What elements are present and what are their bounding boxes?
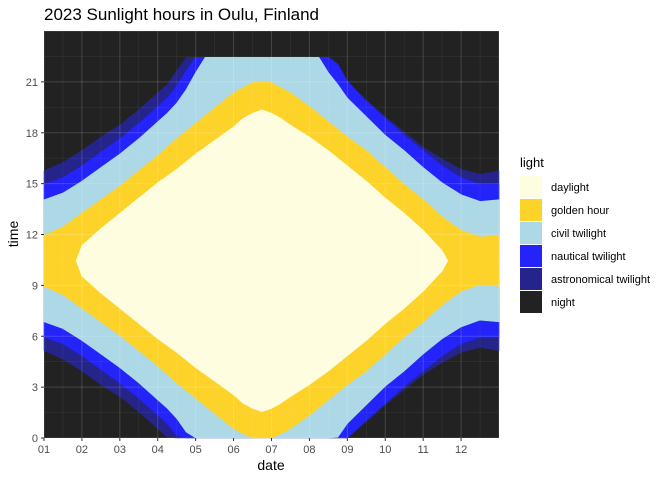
x-tick-label: 10 xyxy=(379,444,391,456)
x-tick-label: 11 xyxy=(417,444,428,456)
legend-swatch-night xyxy=(520,291,542,313)
x-tick-label: 04 xyxy=(152,444,164,456)
y-tick-label: 18 xyxy=(26,128,38,140)
legend-label-nautical-twilight: nautical twilight xyxy=(551,251,626,263)
x-tick-label: 12 xyxy=(455,444,467,456)
x-tick-label: 08 xyxy=(303,444,315,456)
y-tick-label: 9 xyxy=(32,280,38,292)
bands-layer xyxy=(43,56,500,439)
legend-swatch-golden-hour xyxy=(520,199,542,221)
x-tick-label: 05 xyxy=(190,444,202,456)
legend-swatch-daylight xyxy=(520,176,542,198)
legend-label-civil-twilight: civil twilight xyxy=(551,228,606,240)
chart-title: 2023 Sunlight hours in Oulu, Finland xyxy=(44,5,319,24)
legend: light daylight golden hour civil twilight n… xyxy=(520,155,650,313)
legend-label-night: night xyxy=(551,297,575,309)
band-daylight xyxy=(75,109,449,413)
y-tick-label: 21 xyxy=(26,77,38,89)
y-tick-label: 3 xyxy=(32,382,38,394)
y-axis: 0 3 6 9 12 15 18 21 xyxy=(26,77,44,445)
x-tick-label: 09 xyxy=(341,444,353,456)
x-tick-label: 07 xyxy=(265,444,277,456)
y-tick-label: 0 xyxy=(32,433,38,445)
legend-title: light xyxy=(520,155,544,170)
x-tick-label: 06 xyxy=(227,444,239,456)
legend-swatch-civil-twilight xyxy=(520,222,542,244)
y-tick-label: 6 xyxy=(32,331,38,343)
x-tick-label: 02 xyxy=(76,444,88,456)
legend-swatch-nautical-twilight xyxy=(520,245,542,267)
legend-label-golden-hour: golden hour xyxy=(551,205,609,217)
legend-swatch-astronomical-twilight xyxy=(520,268,542,290)
legend-label-daylight: daylight xyxy=(551,182,589,194)
y-axis-title: time xyxy=(5,221,21,248)
y-tick-label: 15 xyxy=(26,179,38,191)
grid-layer xyxy=(43,30,500,439)
y-tick-label: 12 xyxy=(26,230,38,242)
legend-label-astronomical-twilight: astronomical twilight xyxy=(551,274,650,286)
x-tick-label: 01 xyxy=(38,444,50,456)
x-axis-title: date xyxy=(257,457,284,473)
x-tick-label: 03 xyxy=(114,444,126,456)
x-axis: 01 02 03 04 05 06 07 08 09 10 11 12 xyxy=(38,438,467,456)
